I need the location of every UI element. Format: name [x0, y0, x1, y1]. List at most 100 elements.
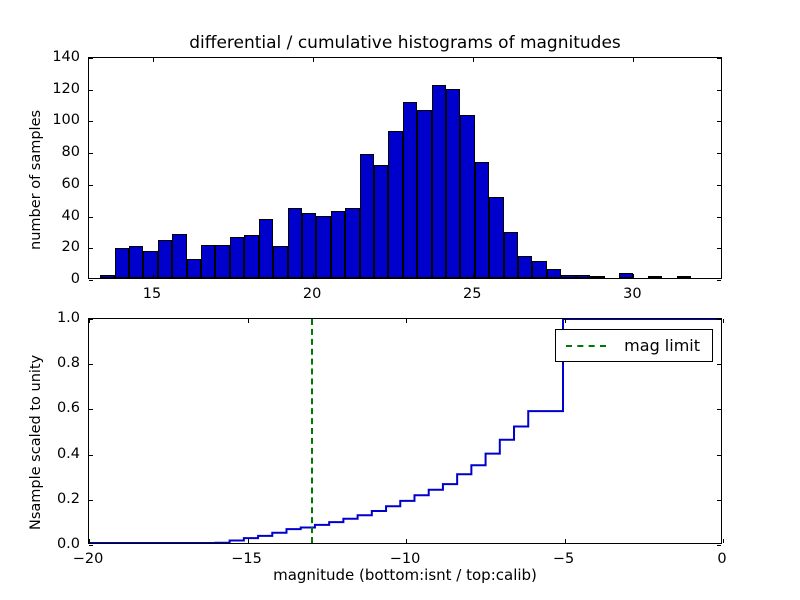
x-tick-mark: [406, 319, 407, 323]
histogram-bar: [359, 154, 374, 278]
histogram-bar: [215, 244, 230, 278]
histogram-bar: [172, 233, 187, 278]
histogram-bar: [258, 219, 274, 278]
y-tick-label: 0.6: [56, 400, 80, 417]
x-tick-mark: [564, 539, 566, 543]
y-tick-label: 1.0: [56, 310, 80, 326]
y-tick-mark: [89, 121, 93, 123]
histogram-bar: [532, 260, 547, 278]
x-tick-mark: [153, 58, 155, 62]
histogram-bar: [129, 246, 144, 278]
y-tick-mark: [89, 545, 93, 546]
x-tick-mark: [313, 58, 315, 62]
histogram-bar: [201, 244, 216, 278]
x-tick-label: 0: [717, 551, 727, 567]
y-tick-label: 0.4: [56, 445, 80, 462]
histogram-bar: [345, 208, 360, 278]
y-tick-mark: [89, 319, 93, 320]
y-tick-mark: [89, 216, 93, 218]
histogram-bar: [676, 276, 691, 278]
x-tick-mark: [723, 319, 724, 323]
y-tick-mark: [717, 545, 721, 546]
legend: mag limit: [555, 329, 713, 362]
histogram-bar: [489, 197, 504, 278]
x-tick-mark: [633, 58, 635, 62]
x-tick-mark: [406, 539, 407, 543]
x-tick-label: 30: [623, 286, 642, 302]
y-tick-mark: [89, 58, 93, 59]
histogram-bar: [143, 251, 158, 278]
histogram-bar: [518, 255, 533, 278]
y-tick-label: 100: [52, 112, 80, 129]
y-tick-label: 80: [61, 144, 80, 161]
x-tick-mark: [89, 319, 90, 323]
y-tick-mark: [89, 409, 93, 411]
legend-label-mag-limit: mag limit: [624, 336, 700, 355]
histogram-bar: [388, 130, 403, 278]
y-tick-mark: [717, 121, 721, 123]
page-title: differential / cumulative histograms of …: [189, 33, 621, 53]
histogram-bar: [431, 84, 447, 278]
x-tick-mark: [313, 274, 315, 278]
y-tick-mark: [717, 280, 721, 281]
y-tick-label: 120: [52, 80, 80, 97]
histogram-bar: [647, 276, 663, 278]
top-panel-axes: [88, 57, 722, 281]
x-tick-mark: [153, 274, 155, 278]
x-tick-mark: [247, 319, 249, 323]
x-tick-mark: [473, 58, 475, 62]
x-tick-label: −10: [389, 551, 421, 567]
y-tick-label: 140: [52, 49, 80, 65]
histogram-bar: [330, 211, 346, 278]
histogram-bar: [114, 247, 130, 278]
histogram-bar: [561, 274, 576, 278]
x-tick-label: 25: [463, 286, 482, 302]
histogram-bar: [402, 102, 418, 278]
x-tick-mark: [89, 539, 90, 543]
histogram-bar: [575, 274, 591, 278]
histogram-bar: [618, 273, 634, 278]
histogram-bar: [316, 216, 331, 278]
histogram-bar: [417, 109, 432, 278]
mag-limit-legend-swatch-icon: [566, 344, 607, 347]
y-tick-label: 60: [61, 175, 80, 192]
y-tick-mark: [89, 499, 93, 501]
histogram-bar: [157, 239, 173, 278]
y-tick-label: 0.8: [56, 355, 80, 372]
histogram-bar: [301, 213, 317, 278]
x-tick-mark: [473, 274, 475, 278]
x-tick-mark: [247, 539, 249, 543]
histogram-bar: [273, 246, 288, 278]
histogram-bar: [546, 268, 562, 278]
y-tick-mark: [717, 364, 721, 366]
y-tick-label: 20: [61, 239, 80, 256]
y-tick-mark: [89, 153, 93, 155]
x-tick-mark: [633, 274, 635, 278]
mag-limit-vline: [310, 319, 313, 543]
x-tick-label: 15: [142, 286, 162, 302]
x-axis-label: magnitude (bottom:isnt / top:calib): [273, 566, 537, 584]
x-tick-label: −15: [231, 551, 262, 567]
y-tick-mark: [717, 184, 721, 186]
bottom-panel-axes: mag limit: [88, 318, 724, 546]
y-tick-mark: [89, 248, 93, 250]
histogram-bar: [100, 274, 115, 278]
histogram-bar: [244, 235, 259, 278]
y-tick-mark: [717, 153, 721, 155]
cumulative-curve: [89, 319, 721, 543]
y-tick-mark: [717, 58, 721, 59]
histogram-bar: [229, 236, 245, 278]
y-tick-mark: [89, 89, 93, 91]
histogram-bar: [503, 232, 519, 278]
y-tick-mark: [717, 499, 721, 501]
x-tick-mark: [564, 319, 566, 323]
histogram-bar: [474, 162, 490, 278]
y-tick-mark: [717, 319, 721, 320]
y-tick-mark: [717, 454, 721, 456]
y-tick-mark: [89, 184, 93, 186]
histogram-bar: [287, 208, 302, 278]
histogram-bar: [590, 276, 605, 278]
y-tick-label: 0.0: [56, 536, 80, 552]
y-tick-mark: [717, 216, 721, 218]
histogram-bar: [373, 165, 389, 278]
